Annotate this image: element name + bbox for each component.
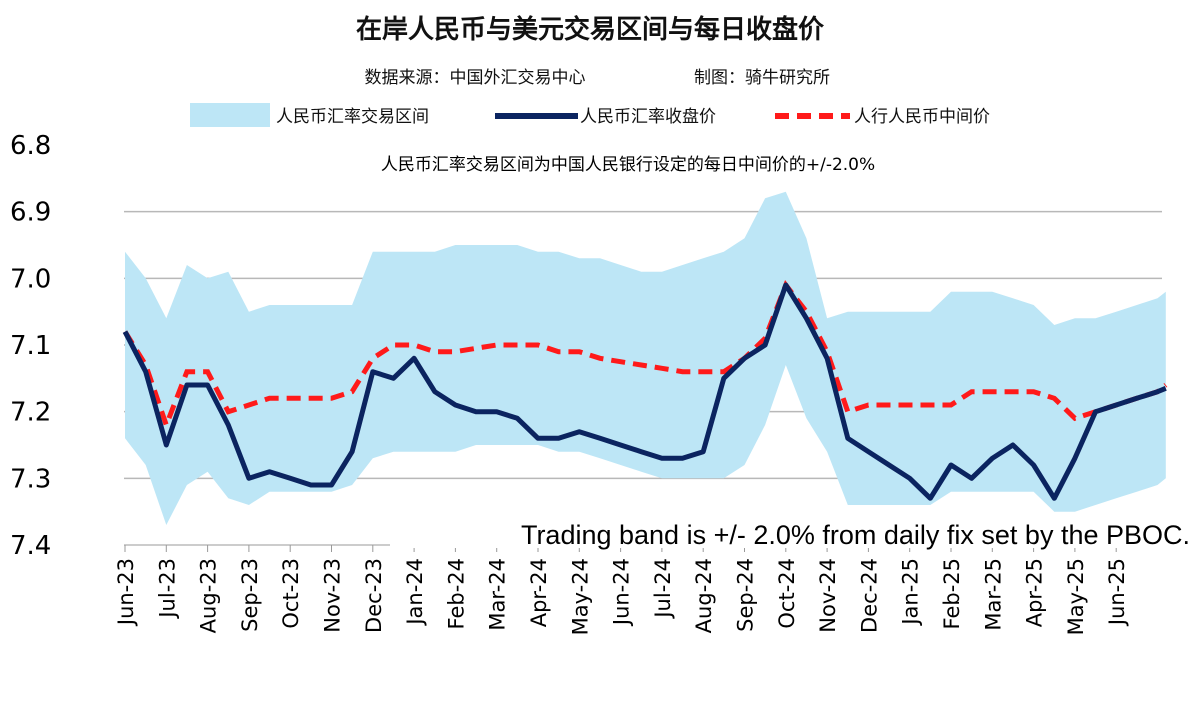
annotation-cn: 人民币汇率交易区间为中国人民银行设定的每日中间价的+/-2.0%	[381, 155, 875, 175]
x-tick-label: Oct-23	[279, 558, 303, 629]
y-tick-label: 7.1	[10, 331, 51, 361]
source-label: 数据来源：中国外汇交易中心	[365, 68, 586, 88]
legend-label-band: 人民币汇率交易区间	[276, 107, 429, 127]
x-tick-label: Jan-24	[403, 558, 427, 627]
x-tick-label: Jun-25	[1105, 558, 1129, 627]
legend-label-close: 人民币汇率收盘价	[580, 107, 716, 127]
x-tick-label: Sep-23	[238, 558, 262, 632]
legend: 人民币汇率交易区间 人民币汇率收盘价 人行人民币中间价	[190, 103, 990, 127]
x-tick-label: Feb-24	[444, 558, 468, 629]
x-tick-label: Mar-24	[486, 558, 510, 631]
x-tick-label: Aug-23	[197, 558, 221, 633]
x-tick-label: Sep-24	[734, 558, 758, 632]
credit-label: 制图：骑牛研究所	[694, 68, 830, 88]
x-tick-label: Apr-24	[527, 558, 551, 627]
close-line	[122, 282, 1167, 501]
x-tick-label: Feb-25	[940, 558, 964, 629]
annotation-en: Trading band is +/- 2.0% from daily fix …	[521, 520, 1190, 550]
fix-line	[122, 279, 1168, 433]
x-tick-label: Jul-24	[651, 558, 675, 620]
x-tick-label: Nov-23	[321, 558, 345, 633]
chart-title: 在岸人民币与美元交易区间与每日收盘价	[356, 14, 825, 45]
x-tick-label: May-25	[1064, 558, 1088, 635]
y-tick-label: 7.0	[10, 264, 51, 294]
trading-band-area	[125, 191, 1166, 525]
x-tick-label: Jul-23	[155, 558, 179, 620]
x-tick-label: Aug-24	[692, 558, 716, 633]
y-tick-label: 6.8	[10, 131, 51, 161]
annotation-bg	[390, 512, 1200, 548]
x-tick-label: Dec-24	[857, 558, 881, 633]
y-tick-label: 7.4	[10, 531, 51, 561]
y-tick-label: 7.2	[10, 398, 51, 428]
y-tick-label: 7.3	[10, 464, 51, 494]
x-tick-label: Apr-25	[1023, 558, 1047, 627]
legend-swatch-band	[190, 103, 270, 127]
x-tick-label: Dec-23	[362, 558, 386, 633]
x-tick-label: Mar-25	[981, 558, 1005, 631]
legend-label-fix: 人行人民币中间价	[854, 107, 990, 127]
x-tick-label: May-24	[568, 558, 592, 635]
x-tick-label: Oct-24	[775, 558, 799, 629]
x-tick-label: Jun-24	[610, 558, 634, 627]
x-tick-label: Jan-25	[899, 558, 923, 627]
y-tick-label: 6.9	[10, 198, 51, 228]
x-tick-label: Nov-24	[816, 558, 840, 633]
x-tick-label: Jun-23	[114, 558, 138, 627]
